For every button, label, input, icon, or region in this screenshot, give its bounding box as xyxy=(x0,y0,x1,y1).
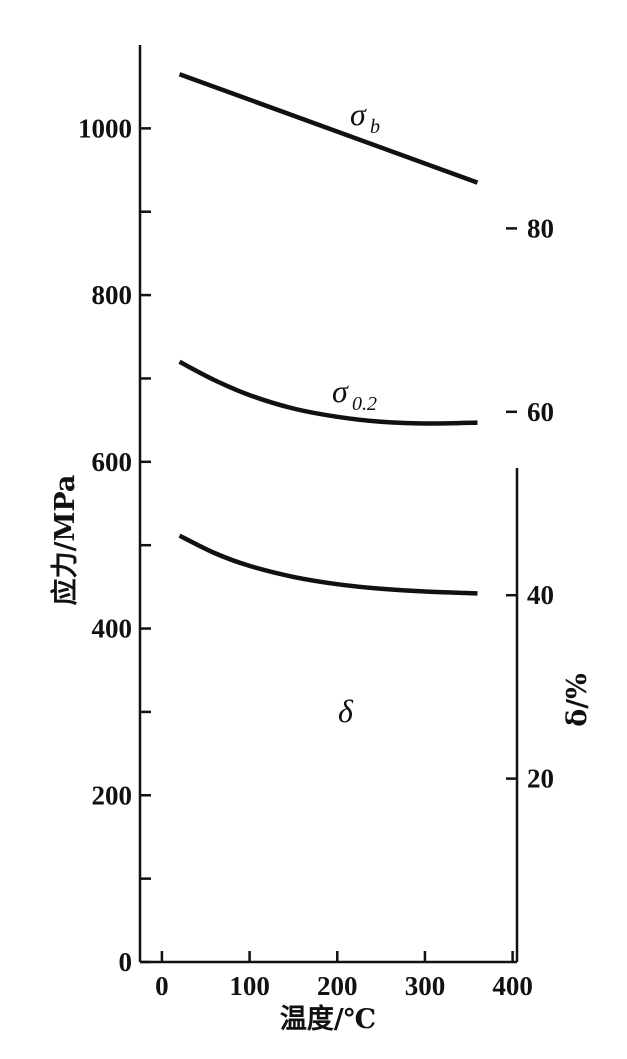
right-y-tick-label: 40 xyxy=(527,580,554,610)
right-y-tick-label: 80 xyxy=(527,213,554,243)
series-label-2: δ xyxy=(338,693,354,729)
ticks: 0 100 200 300 400 0 200 400 600 800 1000 20 40 60 80 xyxy=(78,113,554,1001)
x-tick-label: 100 xyxy=(229,971,270,1001)
series-line-1 xyxy=(178,359,478,426)
left-y-tick-label: 600 xyxy=(92,447,133,477)
left-y-tick-label: 1000 xyxy=(78,113,132,143)
left-y-tick-label: 800 xyxy=(92,280,133,310)
series-labels: σ bσ 0.2δ xyxy=(332,96,380,729)
x-axis-title: 温度/℃ xyxy=(280,1003,376,1035)
left-y-tick-label: 200 xyxy=(92,780,133,810)
axes xyxy=(138,45,519,964)
x-tick-label: 200 xyxy=(317,971,358,1001)
right-y-tick-label: 20 xyxy=(527,764,554,794)
x-tick-label: 0 xyxy=(155,971,169,1001)
series-label-sub-1: 0.2 xyxy=(352,393,377,415)
left-y-axis-title: 应力/MPa xyxy=(49,475,81,606)
curves xyxy=(178,72,479,596)
series-label-sub-0: b xyxy=(370,116,380,138)
series-line-2 xyxy=(178,533,478,596)
left-y-tick-label: 400 xyxy=(92,614,133,644)
left-y-tick-label: 0 xyxy=(119,947,133,977)
series-line-0 xyxy=(178,72,479,185)
right-y-axis-title: δ/% xyxy=(562,673,593,727)
right-y-tick-label: 60 xyxy=(527,397,554,427)
x-tick-label: 300 xyxy=(405,971,446,1001)
series-label-1: σ xyxy=(332,373,349,409)
x-tick-label: 400 xyxy=(492,971,533,1001)
series-label-0: σ xyxy=(350,96,367,132)
